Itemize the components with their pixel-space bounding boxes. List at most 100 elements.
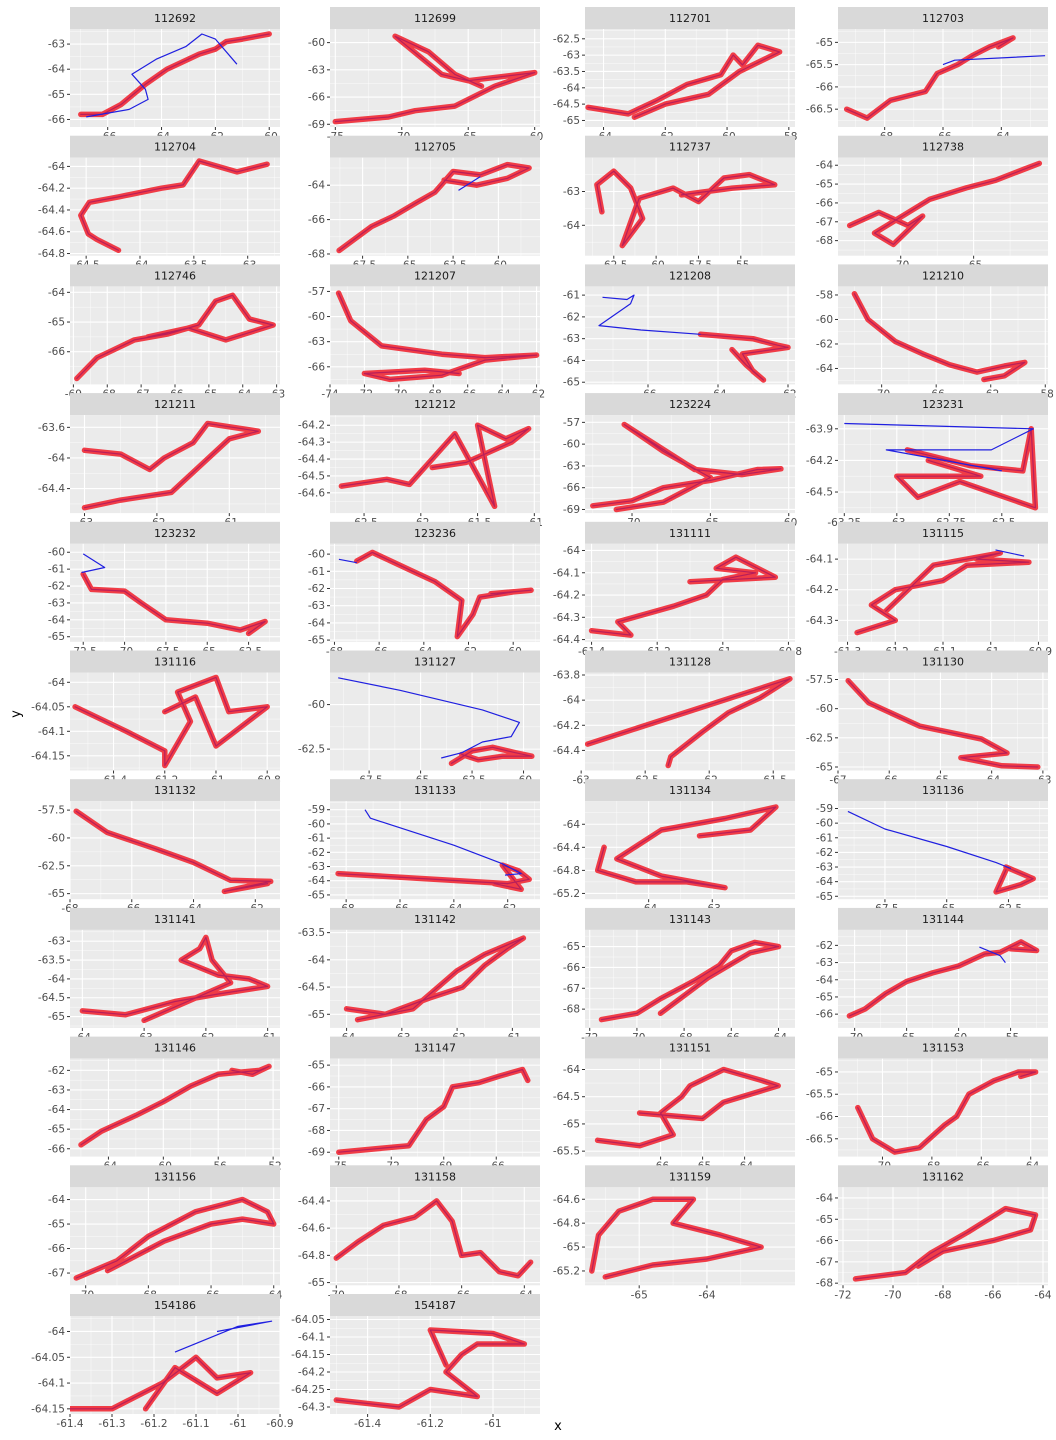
panel-112701: 112701-64-62-60-58-65-64.5-64-63.5-63-62… [553,7,797,143]
x-tick-label: -68 [934,1289,951,1301]
track-smoothed-inner-line [82,573,266,635]
panel-strip [70,264,280,287]
panel-131143: 131143-72-70-68-66-64-68-67-66-65 [563,907,795,1044]
y-tick-label: -63 [48,936,65,948]
panel-strip-label: 131111 [669,527,711,540]
x-tick-label: -61.4 [354,1418,381,1430]
y-tick-label: -63.9 [806,423,833,435]
panel-strip [838,907,1048,930]
panel-strip-label: 121211 [154,398,196,411]
y-tick-label: -64 [48,1104,65,1116]
y-tick-label: -65 [816,1214,833,1226]
y-tick-label: -64 [48,161,65,173]
x-tick-label: -70 [884,1289,901,1301]
panel-strip-label: 154186 [154,1299,196,1312]
track-smoothed-inner-line [338,292,538,380]
y-tick-label: -64.6 [38,226,65,238]
track-smoothed-inner-line [335,1329,525,1408]
panel-strip [330,907,540,930]
y-tick-label: -64.4 [298,1195,325,1207]
track-raw-line [995,549,1025,557]
panel-131162: 131162 -72 -70 -68 -66 -64 -68 -67 -66 -65 -64 [816,1165,1052,1301]
track-smoothed-inner-line [699,333,789,381]
y-tick-label: -63.6 [38,422,65,434]
y-tick-label: -63 [48,39,65,51]
y-tick-label: -64.2 [806,455,833,467]
y-tick-label: -60 [816,314,833,326]
y-tick-label: -64.05 [31,701,65,713]
panel-strip-label: 112705 [414,141,456,154]
y-tick-label: -64 [308,875,325,887]
y-tick-label: -64 [563,82,580,94]
track-smoothed-inner-line [597,806,777,889]
track-raw-line [847,810,1012,870]
y-tick-label: -57 [308,286,325,298]
panel-strip [70,7,280,29]
y-tick-label: -64 [48,64,65,76]
panel-strip-label: 131153 [922,1042,964,1055]
panel-strip [585,907,795,930]
panel-112699: 112699-75-70-65-60-69-66-63-60 [308,7,543,143]
panel-131133: 131133-68-66-64-62-65-64-63-62-61-60-59 [308,779,540,915]
track-smoothed-inner-line [346,937,525,1021]
y-tick-label: -62 [308,583,325,595]
track-smoothed-inner-line [856,552,1030,634]
y-tick-label: -65 [308,1009,325,1021]
y-tick-label: -64 [48,973,65,985]
panel-121207: 121207-74-72-70-68-66-64-62-66-63-60-57 [308,264,545,400]
y-tick-label: -64 [48,677,65,689]
panel-154186: 154186 -61.4 -61.3 -61.2 -61.1 -61 -60.9 -64.15… [31,1294,294,1430]
y-tick-label: -65.5 [806,1089,833,1101]
panel-131136: 131136-67.5-65-62.5-65-64-63-62-61-60-59 [816,779,1048,915]
track-raw-line [364,809,522,876]
panel-121212: 121212-62.5-62-61.5-61-64.6-64.5-64.4-64… [298,393,543,529]
y-tick-label: -64.4 [298,454,325,466]
panel-strip [838,521,1048,544]
y-tick-label: -63 [308,336,325,348]
y-tick-label: -64 [308,954,325,966]
x-tick-label: -60.9 [266,1418,293,1430]
y-tick-label: -64.4 [553,745,580,757]
panel-131116: 131116-61.4-61.2-61-60.8-64.15-64.1-64.0… [31,650,281,787]
panel-strip [330,779,540,802]
panel-112738: 112738-70-65-68-67-66-65-64 [816,135,1048,272]
y-tick-label: -64.6 [298,487,325,499]
y-tick-label: -57 [563,417,580,429]
y-tick-label: -64 [48,1326,65,1338]
y-tick-label: -64.2 [38,183,65,195]
track-smoothed-inner-line [596,170,776,247]
panel-131141: 131141-64-63-62-61-65-64.5-64-63.5-63 [38,907,280,1044]
panel-123232: 123232-72.5-70-67.5-65-62.5-65-64-63-62-… [48,521,280,658]
y-tick-label: -65 [563,377,580,389]
y-tick-label: -64 [48,287,65,299]
y-tick-label: -65 [48,631,65,643]
track-raw-line [338,677,521,759]
x-tick-label: -72 [834,1289,851,1301]
track-raw-line [81,553,106,574]
track-raw-line [86,33,238,118]
panel-131128: 131128-63-62.5-62-61.5-64.4-64.2-64-63.8 [553,650,795,787]
panel-background [838,672,1048,771]
y-axis-title: y [9,710,24,718]
track-smoothed-inner-line [857,1071,1037,1153]
y-tick-label: -64 [563,220,580,232]
panel-131142: 131142-64-63-62-61-65-64.5-64-63.5 [298,907,540,1044]
y-tick-label: -61 [563,290,580,302]
y-tick-label: -66 [308,214,325,226]
y-tick-label: -65 [308,1277,325,1289]
y-tick-label: -62.5 [298,744,325,756]
y-tick-label: -64.4 [38,204,65,216]
y-tick-label: -63 [816,957,833,969]
y-tick-label: -65.2 [553,1265,580,1277]
track-smoothed-inner-line [70,1356,252,1410]
panel-strip-label: 112738 [922,141,964,154]
panel-strip [585,135,795,158]
y-tick-label: -64.25 [291,1384,325,1396]
y-tick-label: -61 [308,833,325,845]
panel-background [330,157,540,256]
panel-strip-label: 121210 [922,269,964,282]
y-tick-label: -62 [563,311,580,323]
y-tick-label: -62 [48,1065,65,1077]
y-tick-label: -63.5 [553,66,580,78]
